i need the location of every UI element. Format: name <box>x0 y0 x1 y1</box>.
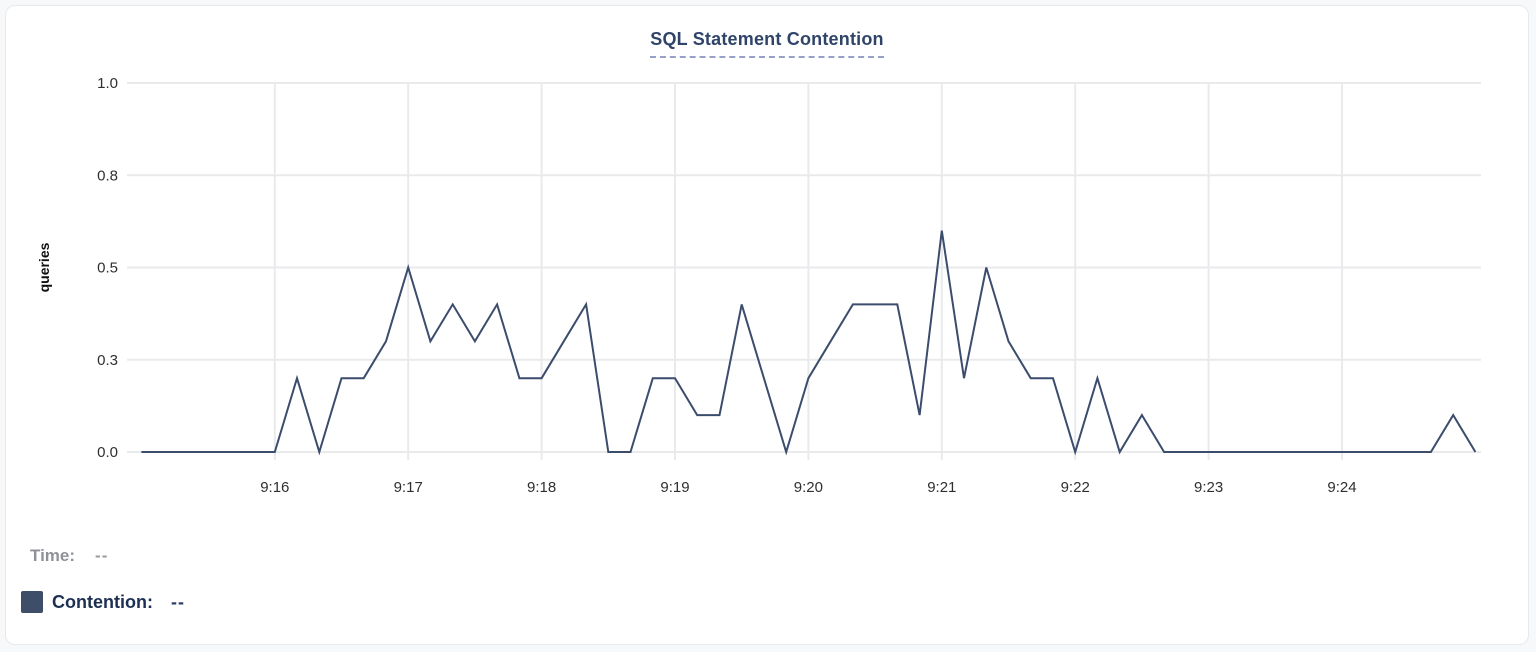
chart-header: SQL Statement Contention <box>6 29 1528 58</box>
legend-time-value: -- <box>95 546 109 565</box>
x-tick-label: 9:20 <box>794 479 823 496</box>
legend-contention-row: Contention: -- <box>21 591 185 613</box>
chart-title[interactable]: SQL Statement Contention <box>650 29 884 58</box>
contention-line-series[interactable] <box>141 230 1477 456</box>
y-tick-label: 0.0 <box>97 444 118 461</box>
legend-time-row: Time: -- <box>30 546 108 566</box>
chart-card: SQL Statement Contention 0.0 0.3 0.5 0.8 1.0… <box>5 5 1529 645</box>
y-tick-label: 0.5 <box>97 260 118 277</box>
legend-contention-label: Contention: <box>52 591 153 612</box>
x-tick-label: 9:24 <box>1327 479 1356 496</box>
x-tick-label: 9:17 <box>394 479 423 496</box>
y-tick-label: 0.3 <box>97 352 118 369</box>
x-tick-label: 9:22 <box>1061 479 1090 496</box>
legend-contention-value: -- <box>170 591 185 612</box>
x-tick-label: 9:19 <box>660 479 689 496</box>
legend-time-label: Time: <box>30 546 76 565</box>
contention-chart[interactable]: 0.0 0.3 0.5 0.8 1.0 9:16 9:17 9:18 9:19 9:20 9:21 9… <box>6 61 1529 516</box>
y-axis-title: queries <box>36 242 52 292</box>
x-tick-label: 9:23 <box>1194 479 1223 496</box>
y-tick-label: 1.0 <box>97 75 118 92</box>
x-tick-label: 9:21 <box>927 479 956 496</box>
y-tick-label: 0.8 <box>97 167 118 184</box>
chart-svg[interactable]: 0.0 0.3 0.5 0.8 1.0 9:16 9:17 9:18 9:19 9:20 9:21 9… <box>6 61 1529 516</box>
contention-swatch-icon <box>21 591 43 613</box>
x-tick-label: 9:18 <box>527 479 556 496</box>
x-tick-label: 9:16 <box>260 479 289 496</box>
